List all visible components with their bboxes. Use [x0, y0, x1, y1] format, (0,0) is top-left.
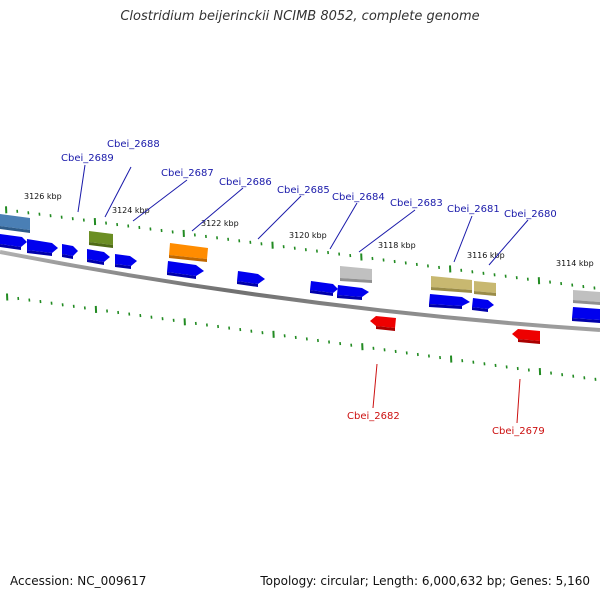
- gene-label[interactable]: Cbei_2680: [504, 209, 557, 220]
- gene-label[interactable]: Cbei_2684: [332, 192, 385, 203]
- forward-gene-arrow: [0, 234, 27, 250]
- forward-gene-arrow: [572, 307, 600, 323]
- map-title: Clostridium beijerinckii NCIMB 8052, com…: [120, 9, 480, 24]
- lower-tick-ruler: [6, 293, 597, 381]
- feature-khaki: [474, 281, 496, 296]
- reverse-callout-lines: [372, 363, 521, 424]
- kbp-label: 3122 kbp: [201, 219, 239, 228]
- feature-silver: [573, 290, 600, 305]
- kbp-label: 3126 kbp: [24, 192, 62, 201]
- gene-label[interactable]: Cbei_2689: [61, 153, 114, 164]
- feature-khaki: [431, 276, 472, 293]
- gene-label[interactable]: Cbei_2681: [447, 204, 500, 215]
- gene-label[interactable]: Cbei_2688: [107, 139, 160, 150]
- forward-gene-arrow: [62, 244, 78, 259]
- kbp-label: 3116 kbp: [467, 251, 505, 260]
- feature-steelblue: [0, 214, 30, 233]
- gene-label[interactable]: Cbei_2682: [347, 411, 400, 422]
- gene-label[interactable]: Cbei_2686: [219, 177, 272, 188]
- genome-backbone: [0, 250, 600, 332]
- accession-text: Accession: NC_009617: [10, 574, 147, 588]
- reverse-gene-arrow: [512, 329, 540, 344]
- forward-callout-lines: [77, 164, 529, 266]
- kbp-label: 3118 kbp: [378, 241, 416, 250]
- kbp-label: 3114 kbp: [556, 259, 594, 268]
- forward-gene-arrow: [237, 271, 265, 287]
- kbp-label: 3120 kbp: [289, 231, 327, 240]
- gene-label[interactable]: Cbei_2683: [390, 198, 443, 209]
- forward-gene-arrow: [87, 249, 110, 265]
- gene-label[interactable]: Cbei_2685: [277, 185, 330, 196]
- forward-gene-arrow: [115, 254, 137, 269]
- kbp-label: 3124 kbp: [112, 206, 150, 215]
- topology-text: Topology: circular; Length: 6,000,632 bp…: [260, 574, 590, 588]
- forward-gene-arrow: [310, 281, 338, 296]
- forward-gene-arrow: [167, 261, 204, 279]
- gene-label[interactable]: Cbei_2679: [492, 426, 545, 437]
- feature-orange: [169, 243, 208, 262]
- reverse-genes: [370, 316, 540, 344]
- reverse-gene-arrow: [370, 316, 396, 331]
- forward-gene-arrow: [429, 294, 470, 309]
- forward-gene-arrow: [337, 285, 369, 300]
- gene-label[interactable]: Cbei_2687: [161, 168, 214, 179]
- forward-gene-arrow: [27, 239, 58, 256]
- feature-silver: [340, 266, 372, 283]
- upper-tick-ruler: [5, 206, 596, 290]
- forward-genes: [0, 234, 600, 323]
- feature-olive: [89, 231, 113, 248]
- forward-gene-arrow: [472, 298, 494, 312]
